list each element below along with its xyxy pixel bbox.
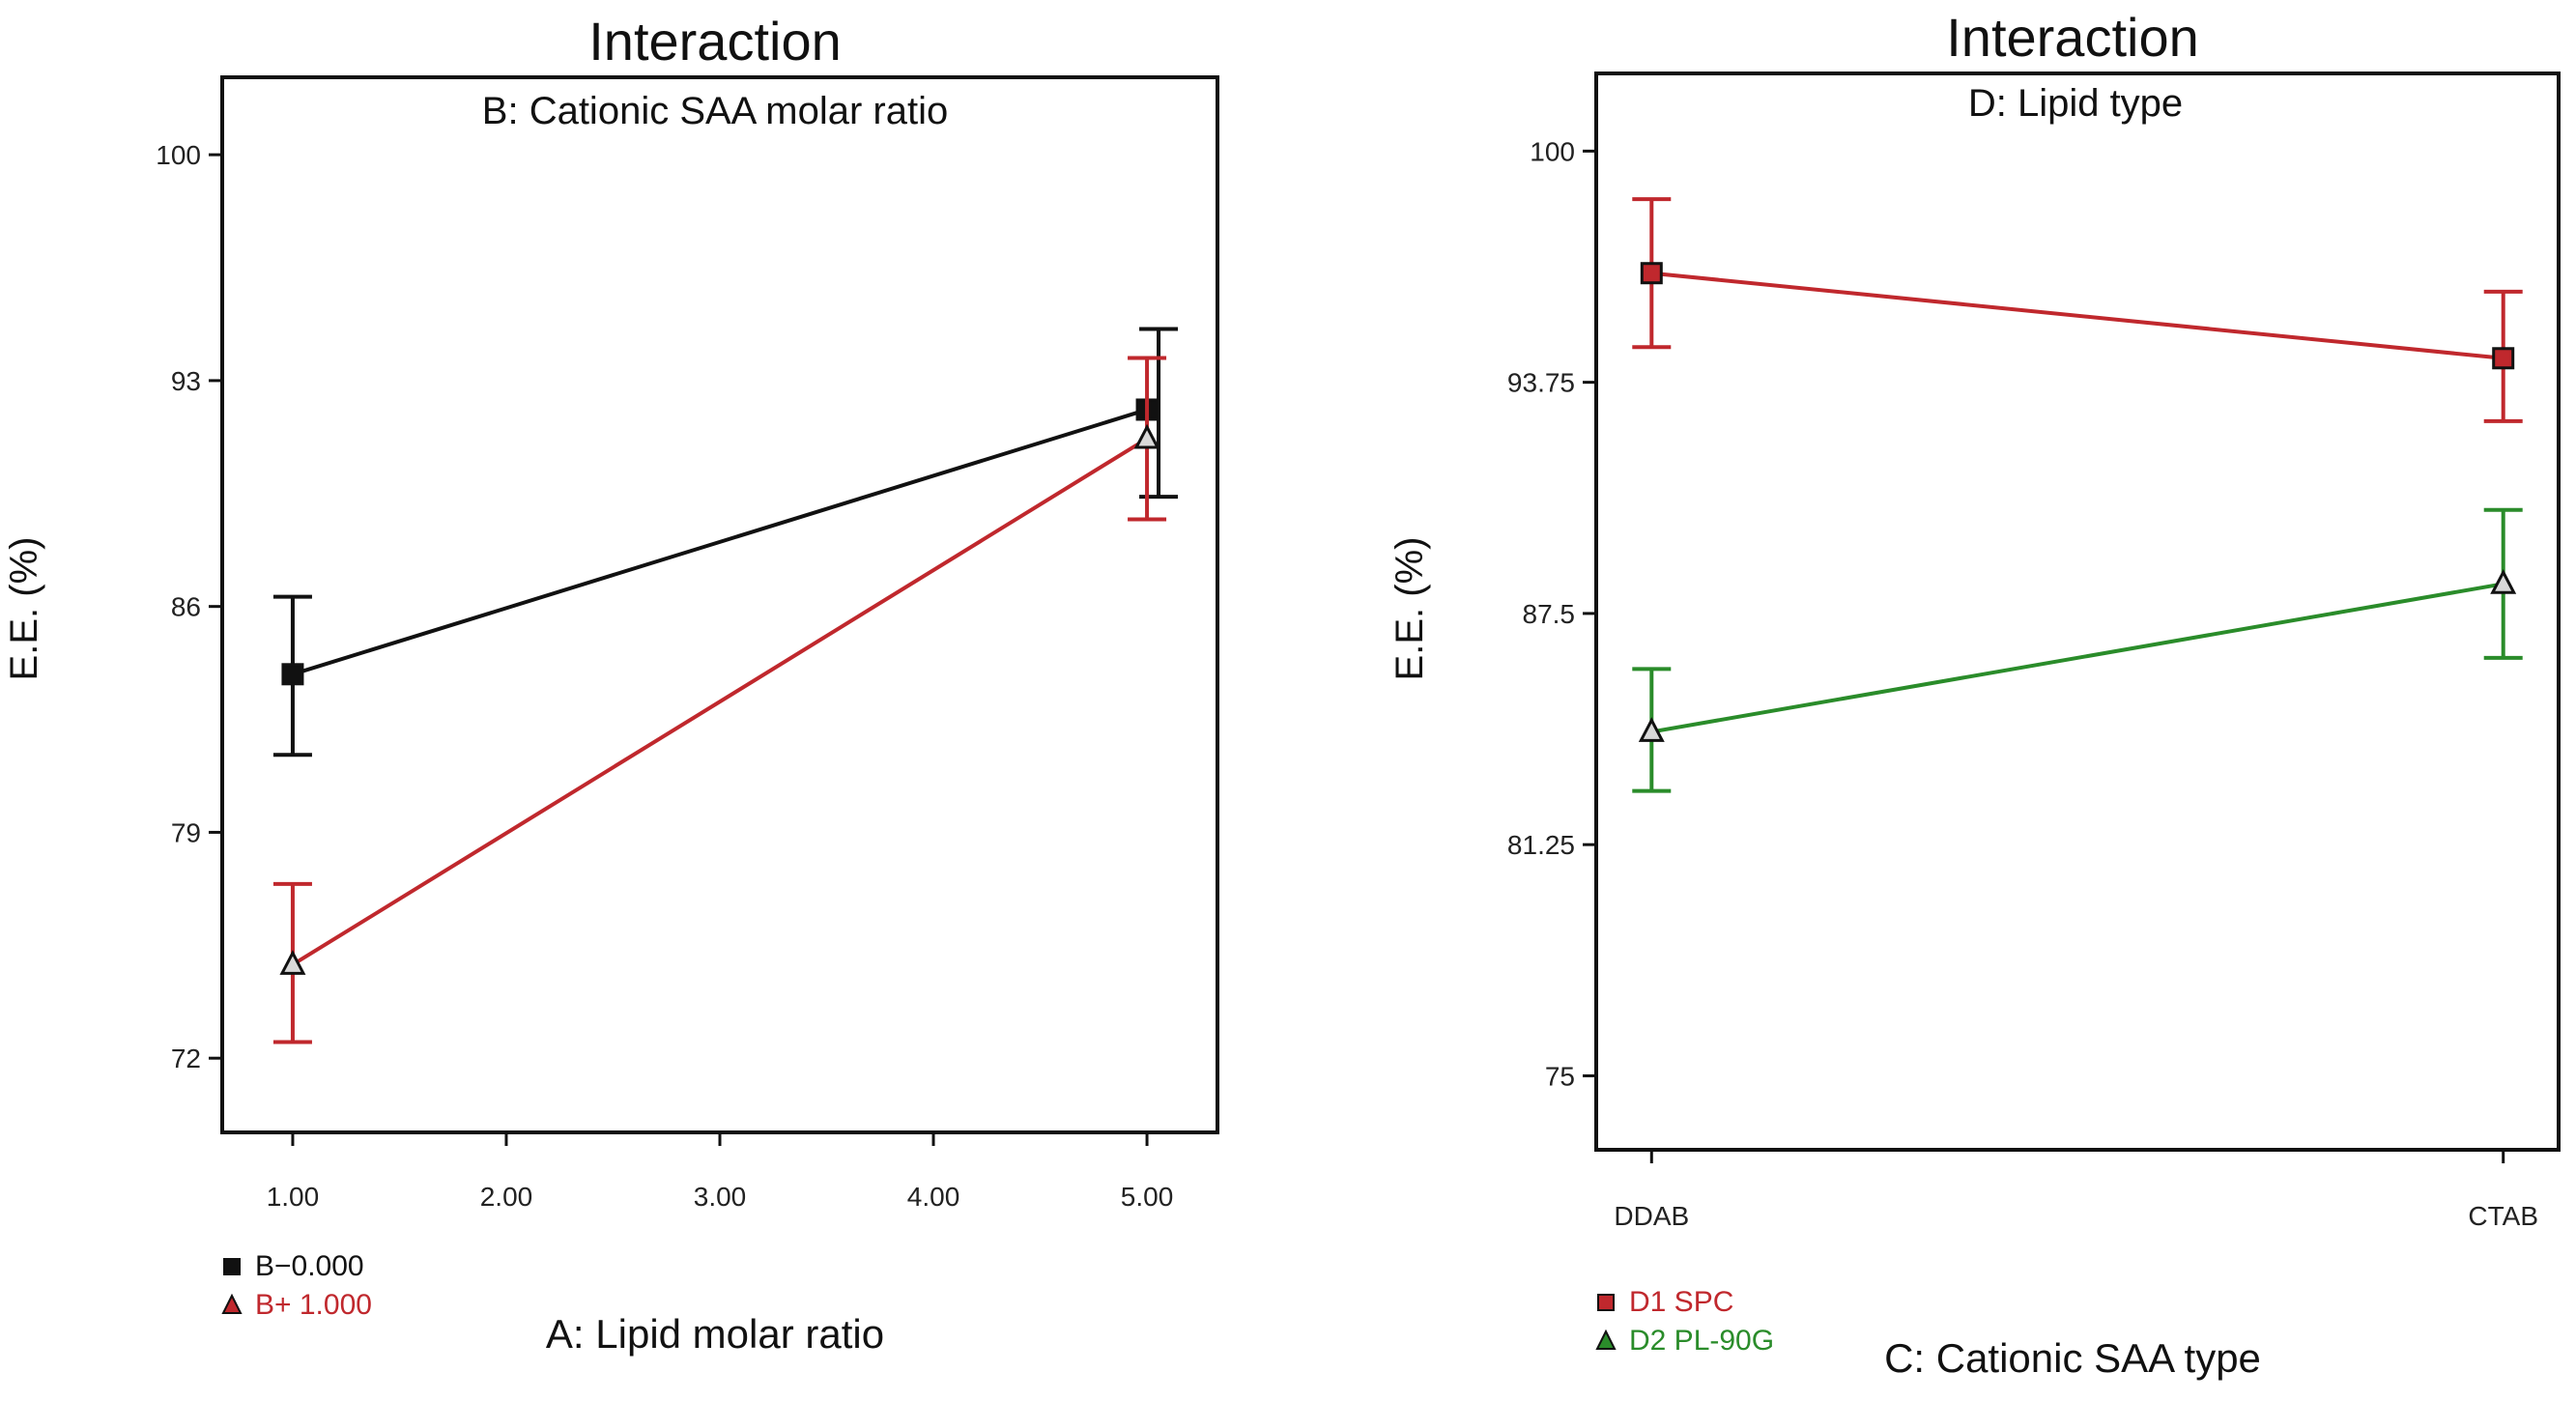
series-line (292, 408, 1148, 676)
series-line (1650, 582, 2504, 734)
series-0 (272, 327, 1179, 758)
series-line (1651, 271, 2504, 360)
y-tick-label: 79 (171, 817, 201, 847)
chart-title: Interaction (1946, 7, 2199, 68)
series-1 (272, 356, 1167, 1044)
data-point (1133, 423, 1160, 449)
y-axis-label: E.E. (%) (1388, 537, 1431, 681)
data-point (281, 663, 304, 686)
series-1 (1632, 507, 2523, 793)
y-tick-label: 100 (156, 140, 201, 170)
chart-title: Interaction (588, 11, 842, 71)
x-tick-label: 3.00 (694, 1182, 747, 1212)
y-tick-label: 87.5 (1523, 599, 1576, 629)
legend-label: B+ 1.000 (255, 1289, 372, 1321)
series-0 (1632, 197, 2523, 423)
y-tick-label: 93 (171, 366, 201, 396)
legend-marker-triangle (221, 1293, 243, 1314)
data-point (2490, 569, 2517, 594)
legend-label: D1 SPC (1629, 1286, 1733, 1318)
legend-label: B−0.000 (255, 1250, 364, 1282)
plot-frame (220, 75, 1219, 1134)
y-tick-label: 100 (1530, 136, 1575, 166)
data-point (1638, 717, 1665, 742)
y-tick-label: 75 (1545, 1061, 1575, 1091)
legend-label: D2 PL-90G (1629, 1325, 1774, 1357)
x-axis-label: A: Lipid molar ratio (546, 1311, 884, 1357)
data-point (2492, 347, 2515, 370)
x-axis-label: C: Cationic SAA type (1884, 1335, 2261, 1381)
data-point (1640, 262, 1663, 285)
y-tick-label: 86 (171, 592, 201, 622)
x-tick-label: CTAB (2468, 1201, 2538, 1231)
x-tick-label: 1.00 (267, 1182, 320, 1212)
x-tick-label: DDAB (1614, 1201, 1689, 1231)
x-tick-label: 5.00 (1121, 1182, 1174, 1212)
x-tick-label: 2.00 (480, 1182, 533, 1212)
legend-marker-triangle (1595, 1329, 1617, 1350)
y-tick-label: 81.25 (1507, 830, 1575, 860)
y-axis-label: E.E. (%) (3, 537, 45, 681)
plot-frame (1594, 71, 2561, 1152)
chart-subtitle: B: Cationic SAA molar ratio (482, 90, 948, 132)
x-tick-label: 4.00 (907, 1182, 960, 1212)
chart-lipid-molar-ratio-interaction: Interaction B: Cationic SAA molar ratio 10… (3, 11, 1219, 1357)
y-tick-label: 93.75 (1507, 368, 1575, 398)
data-point (279, 950, 306, 975)
legend-marker-square (1597, 1294, 1615, 1311)
chart-subtitle: D: Lipid type (1968, 82, 2183, 125)
series-line (291, 437, 1149, 967)
legend-marker-square (223, 1258, 241, 1275)
y-tick-label: 72 (171, 1044, 201, 1073)
chart-lipid-type-interaction: Interaction D: Lipid type 100 93.75 87.5 81.2… (1388, 7, 2561, 1381)
